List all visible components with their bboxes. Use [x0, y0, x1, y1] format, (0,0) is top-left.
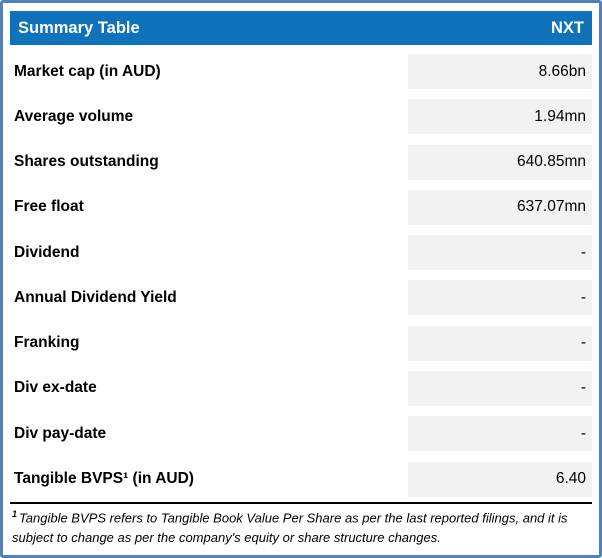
row-value: -: [408, 280, 592, 316]
footnote-line2: and it is subject to change as per the c…: [12, 510, 568, 545]
footnote-superscript: 1: [12, 508, 18, 519]
row-label: Div pay-date: [14, 424, 107, 442]
table-row: Shares outstanding 640.85mn: [10, 140, 592, 185]
row-label: Average volume: [14, 107, 134, 125]
row-label: Market cap (in AUD): [14, 62, 161, 80]
table-row: Tangible BVPS¹ (in AUD) 6.40: [10, 456, 592, 501]
row-label: Shares outstanding: [14, 153, 159, 171]
row-label: Annual Dividend Yield: [14, 288, 177, 306]
row-label: Tangible BVPS¹ (in AUD): [14, 470, 194, 488]
table-row: Average volume 1.94mn: [10, 94, 592, 139]
table-row: Div pay-date -: [10, 411, 592, 456]
row-label: Free float: [14, 198, 84, 216]
table-header: Summary Table NXT: [10, 11, 592, 45]
row-label: Franking: [14, 334, 80, 352]
table-row: Franking -: [10, 321, 592, 366]
row-value: 1.94mn: [408, 99, 592, 135]
row-value: 6.40: [408, 461, 592, 497]
table-row: Annual Dividend Yield -: [10, 275, 592, 320]
row-value: 637.07mn: [408, 189, 592, 225]
table-title: Summary Table: [18, 18, 140, 37]
row-value: -: [408, 235, 592, 271]
summary-rows: Market cap (in AUD) 8.66bn Average volum…: [10, 49, 592, 502]
table-row: Dividend -: [10, 230, 592, 275]
row-value: 640.85mn: [408, 144, 592, 180]
row-value: -: [408, 325, 592, 361]
table-footnote: 1 Tangible BVPS refers to Tangible Book V…: [10, 501, 592, 549]
table-row: Free float 637.07mn: [10, 185, 592, 230]
footnote-line1: Tangible BVPS refers to Tangible Book Va…: [19, 510, 520, 525]
row-value: -: [408, 370, 592, 406]
table-row: Div ex-date -: [10, 366, 592, 411]
table-row: Market cap (in AUD) 8.66bn: [10, 49, 592, 94]
ticker-label: NXT: [551, 18, 584, 37]
row-label: Div ex-date: [14, 379, 97, 397]
row-value: 8.66bn: [408, 54, 592, 90]
row-label: Dividend: [14, 243, 80, 261]
row-value: -: [408, 416, 592, 452]
